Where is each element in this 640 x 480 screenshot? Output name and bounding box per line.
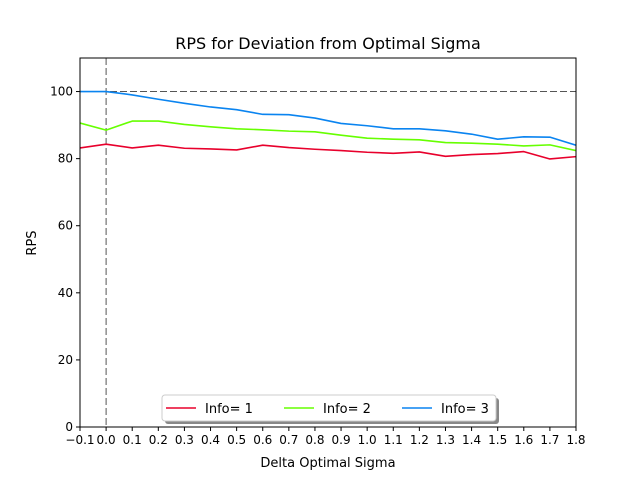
x-tick-label: 0.4	[201, 433, 220, 447]
axes: −0.1 0.0 0.1 0.2 0.3 0.4 0.5 0.6 0.7 0.8 0.9 1.0 1.1…	[50, 57, 586, 447]
series-line-1	[80, 143, 576, 160]
y-tick-label: 100	[50, 85, 73, 99]
legend-label: Info= 2	[323, 402, 371, 417]
legend-label: Info= 3	[441, 402, 489, 417]
x-tick-label: 0.0	[97, 433, 116, 447]
axes-frame	[79, 57, 577, 428]
y-tick-label: 40	[58, 286, 73, 300]
x-tick-label: 1.3	[436, 433, 455, 447]
legend-box	[161, 394, 497, 422]
x-axis-label: Delta Optimal Sigma	[260, 456, 395, 471]
x-tick-label: −0.1	[65, 433, 94, 447]
chart-title: RPS for Deviation from Optimal Sigma	[175, 34, 481, 53]
x-tick-label: 1.8	[566, 433, 585, 447]
series-lines	[80, 90, 576, 160]
x-tick-label: 0.5	[227, 433, 246, 447]
x-tick-label: 1.2	[410, 433, 429, 447]
x-tick-label: 1.4	[462, 433, 481, 447]
x-tick-label: 1.0	[358, 433, 377, 447]
y-axis-label: RPS	[25, 230, 40, 255]
x-tick-label: 0.7	[279, 433, 298, 447]
y-tick-label: 80	[58, 152, 73, 166]
series-line-2	[80, 120, 576, 152]
x-tick-label: 0.1	[123, 433, 142, 447]
legend: Info= 1 Info= 2 Info= 3	[161, 394, 499, 424]
x-tick-label: 1.7	[540, 433, 559, 447]
series-line-3	[80, 90, 576, 146]
y-tick-label: 20	[58, 353, 73, 367]
plot-area	[80, 58, 576, 427]
legend-label: Info= 1	[205, 402, 253, 417]
x-tick-label: 0.9	[332, 433, 351, 447]
x-tick-label: 0.6	[253, 433, 272, 447]
x-tick-label: 1.6	[514, 433, 533, 447]
y-tick-label: 0	[65, 420, 73, 434]
x-tick-label: 1.1	[384, 433, 403, 447]
x-tick-label: 0.3	[175, 433, 194, 447]
x-tick-label: 1.5	[488, 433, 507, 447]
y-tick-label: 60	[58, 219, 73, 233]
x-tick-label: 0.8	[305, 433, 324, 447]
x-tick-label: 0.2	[149, 433, 168, 447]
